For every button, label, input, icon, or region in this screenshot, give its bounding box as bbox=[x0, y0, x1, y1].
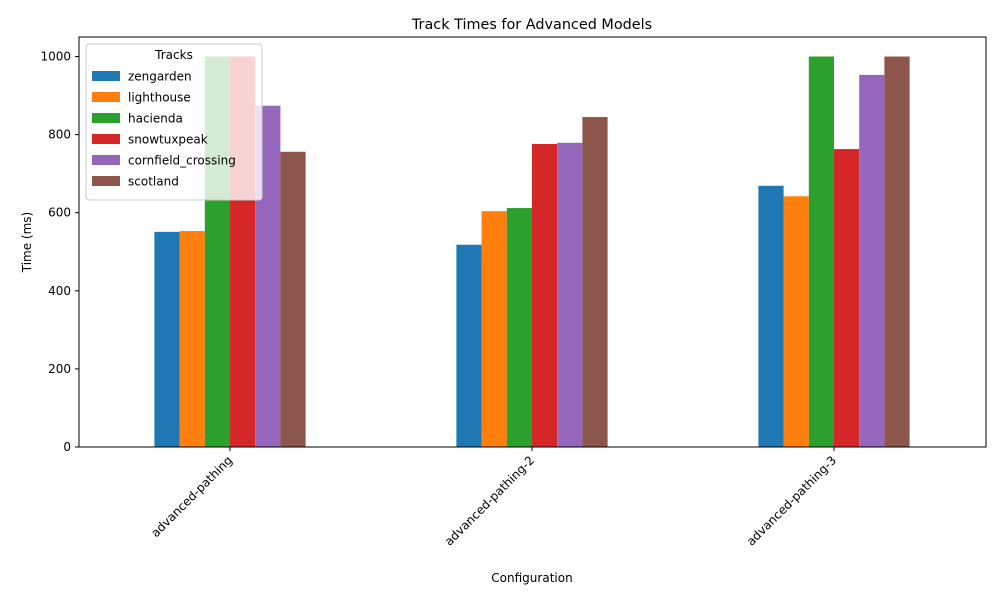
bar-lighthouse-advanced-pathing-3 bbox=[783, 196, 809, 447]
bars-layer bbox=[154, 56, 910, 448]
legend-label-lighthouse: lighthouse bbox=[128, 91, 191, 105]
bar-lighthouse-advanced-pathing-2 bbox=[481, 211, 507, 447]
x-axis-label: Configuration bbox=[491, 571, 572, 585]
bar-cornfield_crossing-advanced-pathing-3 bbox=[859, 74, 885, 447]
bar-hacienda-advanced-pathing-2 bbox=[506, 208, 532, 447]
y-axis-label: Time (ms) bbox=[20, 212, 34, 274]
x-tick-label: advanced-pathing-2 bbox=[442, 453, 537, 548]
legend-swatch-snowtuxpeak bbox=[92, 134, 120, 144]
bar-zengarden-advanced-pathing-2 bbox=[456, 244, 482, 447]
bar-zengarden-advanced-pathing bbox=[154, 231, 180, 447]
y-tick-label: 400 bbox=[48, 284, 71, 298]
legend-swatch-cornfield_crossing bbox=[92, 155, 120, 165]
bar-snowtuxpeak-advanced-pathing-2 bbox=[532, 143, 558, 448]
x-tick-label: advanced-pathing bbox=[148, 453, 235, 540]
legend-label-snowtuxpeak: snowtuxpeak bbox=[128, 133, 208, 147]
y-tick-label: 200 bbox=[48, 362, 71, 376]
y-tick-label: 800 bbox=[48, 128, 71, 142]
legend-label-scotland: scotland bbox=[128, 175, 179, 189]
chart-title: Track Times for Advanced Models bbox=[411, 17, 652, 33]
x-axis: advanced-pathing advanced-pathing-2 advanc… bbox=[148, 447, 839, 549]
bar-scotland-advanced-pathing bbox=[280, 151, 306, 448]
bar-cornfield_crossing-advanced-pathing-2 bbox=[557, 142, 583, 447]
legend-label-zengarden: zengarden bbox=[128, 70, 192, 84]
x-tick-label: advanced-pathing-3 bbox=[744, 453, 839, 548]
legend-swatch-zengarden bbox=[92, 71, 120, 81]
legend-box bbox=[85, 43, 263, 201]
legend-label-cornfield_crossing: cornfield_crossing bbox=[128, 154, 236, 168]
bar-scotland-advanced-pathing-2 bbox=[582, 117, 608, 448]
y-tick-label: 600 bbox=[48, 206, 71, 220]
legend-label-hacienda: hacienda bbox=[128, 112, 183, 126]
y-axis: 0 200 400 600 800 1000 bbox=[40, 50, 79, 454]
legend-swatch-hacienda bbox=[92, 113, 120, 123]
bar-lighthouse-advanced-pathing bbox=[179, 231, 205, 447]
bar-zengarden-advanced-pathing-3 bbox=[758, 185, 784, 447]
legend-title: Tracks bbox=[154, 48, 193, 62]
bar-hacienda-advanced-pathing-3 bbox=[808, 56, 834, 448]
bar-snowtuxpeak-advanced-pathing-3 bbox=[834, 149, 860, 447]
y-tick-label: 0 bbox=[63, 440, 71, 454]
bar-scotland-advanced-pathing-3 bbox=[884, 56, 910, 448]
legend-swatch-scotland bbox=[92, 176, 120, 186]
y-tick-label: 1000 bbox=[40, 50, 71, 64]
legend-swatch-lighthouse bbox=[92, 92, 120, 102]
legend: Tracks zengarden lighthouse hacienda snowtux… bbox=[85, 43, 263, 201]
